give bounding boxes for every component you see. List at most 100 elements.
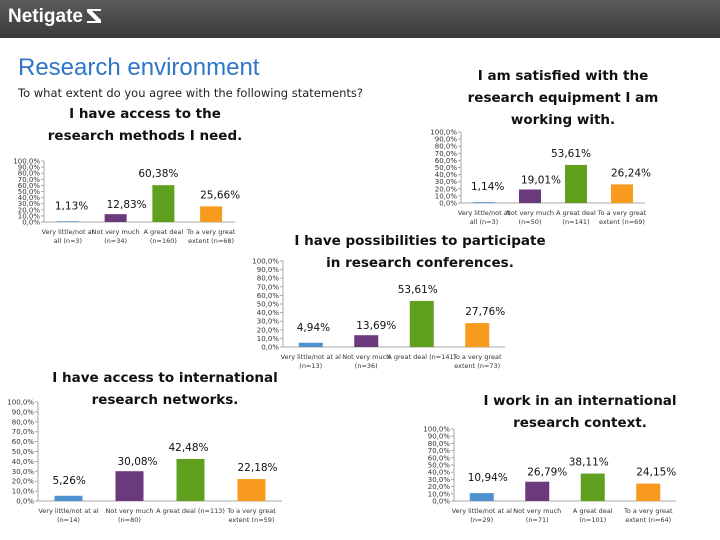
x-category-label: To a very great extent (n=69) — [597, 209, 647, 226]
x-category-line: extent (n=64) — [625, 516, 671, 524]
y-tick-label: 10,0% — [435, 192, 458, 200]
chart-title-line: research equipment I am — [468, 90, 659, 106]
x-category-line: (n=29) — [470, 516, 493, 524]
x-category-line: A great deal (n=141) — [387, 353, 456, 361]
x-category-line: (n=80) — [118, 516, 141, 524]
data-label: 10,94% — [468, 472, 508, 484]
y-tick-label: 90,0% — [435, 136, 458, 144]
y-tick-label: 60,0% — [18, 182, 41, 190]
y-tick-label: 90,0% — [18, 164, 41, 172]
y-tick-label: 70,0% — [428, 447, 451, 455]
x-category-line: To a very great — [623, 507, 673, 515]
chart-title: I am satisfied with the research equipmen… — [468, 68, 659, 128]
x-category-line: (n=34) — [104, 237, 127, 245]
x-category-line: Not very much — [92, 228, 140, 236]
bar — [580, 473, 605, 501]
y-tick-label: 40,0% — [435, 171, 458, 179]
x-category-label: Very little/not at all (n=3) — [458, 209, 511, 226]
y-tick-label: 10,0% — [428, 490, 451, 498]
x-category-line: To a very great — [452, 353, 502, 361]
bar — [237, 479, 266, 501]
page-title: Research environment — [18, 54, 260, 81]
y-tick-label: 30,0% — [428, 476, 451, 484]
chart-title-line: I have possibilities to participate — [294, 233, 545, 249]
chart-research-methods: I have access to the research methods I n… — [13, 106, 242, 245]
data-label: 26,79% — [527, 467, 567, 479]
x-category-label: Very little/not at al (n=29) — [452, 507, 513, 524]
chart-title: I have access to the research methods I n… — [48, 106, 242, 144]
y-tick-label: 30,0% — [18, 200, 41, 208]
chart-international-context: I work in an international research conte… — [423, 393, 676, 524]
data-label: 53,61% — [551, 148, 591, 160]
data-label: 53,61% — [398, 284, 438, 296]
chart-title-line: in research conferences. — [326, 255, 514, 271]
x-category-label: A great deal (n=113) — [156, 507, 225, 515]
chart-title-line: working with. — [511, 112, 615, 128]
x-category-line: Not very much — [513, 507, 561, 515]
bar — [115, 471, 144, 501]
data-label: 22,18% — [238, 462, 278, 474]
chart-international-networks: I have access to international research n… — [7, 370, 282, 524]
x-category-line: (n=36) — [355, 362, 378, 370]
chart-title-line: I have access to the — [69, 106, 221, 122]
x-category-line: Very little/not at — [458, 209, 511, 217]
data-label: 26,24% — [611, 167, 651, 179]
y-tick-label: 70,0% — [18, 176, 41, 184]
bar — [54, 495, 83, 501]
y-tick-label: 10,0% — [257, 335, 280, 343]
chart-title-line: research context. — [513, 415, 647, 431]
y-tick-label: 60,0% — [435, 157, 458, 165]
data-label: 12,83% — [107, 199, 147, 211]
y-tick-label: 30,0% — [257, 318, 280, 326]
y-tick-label: 40,0% — [428, 469, 451, 477]
data-label: 1,13% — [55, 200, 88, 212]
chart-title-line: I have access to international — [52, 370, 278, 386]
y-tick-label: 100,0% — [423, 426, 450, 434]
x-category-label: Not very much (n=36) — [342, 353, 390, 370]
x-category-line: Not very much — [105, 507, 153, 515]
bar — [298, 342, 323, 347]
x-category-line: (n=101) — [579, 516, 606, 524]
y-tick-label: 70,0% — [257, 283, 280, 291]
y-tick-label: 50,0% — [257, 301, 280, 309]
x-category-label: Very little/not at al (n=13) — [281, 353, 342, 370]
x-category-line: (n=13) — [299, 362, 322, 370]
y-tick-label: 20,0% — [257, 326, 280, 334]
data-label: 24,15% — [636, 467, 676, 479]
bar — [565, 164, 587, 203]
y-tick-label: 40,0% — [12, 458, 35, 466]
y-tick-label: 80,0% — [18, 170, 41, 178]
y-tick-label: 30,0% — [12, 468, 35, 476]
y-tick-label: 50,0% — [435, 164, 458, 172]
bar — [354, 335, 379, 347]
y-tick-label: 40,0% — [257, 309, 280, 317]
bar — [176, 458, 205, 501]
data-label: 1,14% — [471, 181, 504, 193]
bar — [200, 206, 223, 222]
x-category-line: A great deal — [556, 209, 596, 217]
data-label: 27,76% — [465, 306, 505, 318]
y-tick-label: 20,0% — [12, 478, 35, 486]
y-tick-label: 50,0% — [428, 462, 451, 470]
x-category-line: Very little/not at — [42, 228, 95, 236]
bar — [611, 184, 633, 203]
y-tick-label: 50,0% — [12, 448, 35, 456]
x-category-line: (n=141) — [562, 218, 589, 226]
bar — [409, 300, 434, 347]
x-category-line: Very little/not at al — [281, 353, 342, 361]
y-tick-label: 100,0% — [13, 158, 40, 166]
x-category-line: (n=50) — [519, 218, 542, 226]
y-tick-label: 70,0% — [435, 150, 458, 158]
x-category-line: all (n=3) — [54, 237, 82, 245]
bar — [636, 483, 661, 501]
y-tick-label: 100,0% — [252, 258, 279, 266]
y-tick-label: 60,0% — [12, 438, 35, 446]
y-tick-label: 90,0% — [12, 408, 35, 416]
y-tick-label: 30,0% — [435, 178, 458, 186]
x-category-line: (n=71) — [526, 516, 549, 524]
x-category-line: A great deal (n=113) — [156, 507, 225, 515]
x-category-line: Not very much — [342, 353, 390, 361]
x-category-line: Not very much — [506, 209, 554, 217]
y-tick-label: 90,0% — [428, 433, 451, 441]
y-tick-label: 0,0% — [22, 219, 40, 227]
